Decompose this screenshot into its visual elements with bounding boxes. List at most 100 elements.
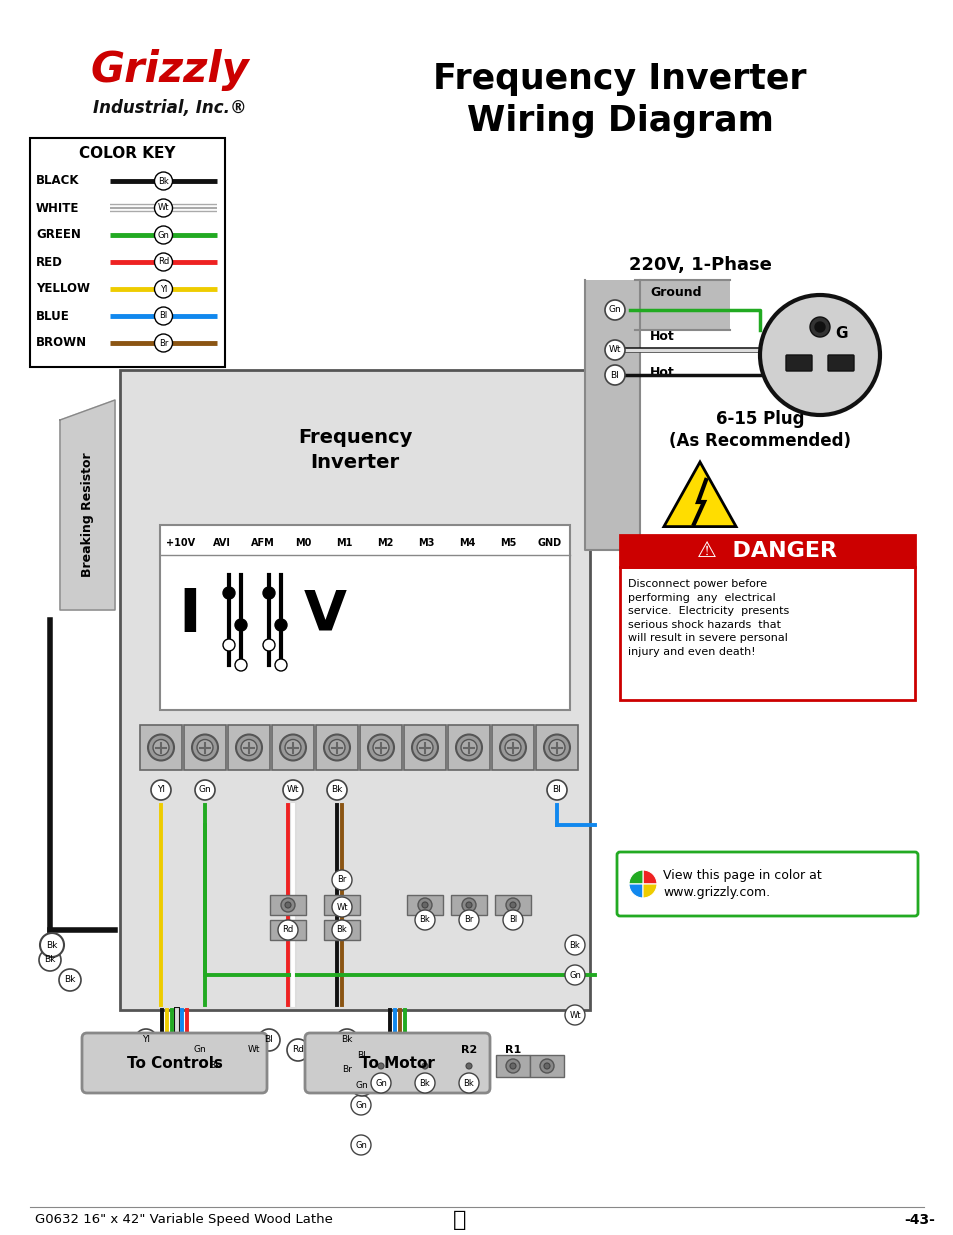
Circle shape [604, 300, 624, 320]
Circle shape [460, 740, 476, 756]
Circle shape [415, 1073, 435, 1093]
Circle shape [351, 1095, 371, 1115]
Circle shape [154, 226, 172, 245]
Text: G0632 16" x 42" Variable Speed Wood Lathe: G0632 16" x 42" Variable Speed Wood Lath… [35, 1214, 333, 1226]
Text: Disconnect power before
performing  any  electrical
service.  Electricity  prese: Disconnect power before performing any e… [627, 579, 788, 657]
Text: Gn: Gn [198, 785, 212, 794]
Text: Frequency Inverter
Wiring Diagram: Frequency Inverter Wiring Diagram [433, 62, 806, 138]
Text: Rd: Rd [282, 925, 294, 935]
Circle shape [415, 910, 435, 930]
Circle shape [564, 1005, 584, 1025]
FancyBboxPatch shape [785, 354, 811, 370]
Text: Bl: Bl [159, 311, 168, 321]
Circle shape [148, 735, 173, 761]
Circle shape [417, 1058, 432, 1073]
Circle shape [604, 366, 624, 385]
Wedge shape [642, 884, 657, 898]
Text: Bk: Bk [569, 941, 579, 950]
Circle shape [332, 869, 352, 890]
Text: Gn: Gn [355, 1140, 367, 1150]
FancyBboxPatch shape [617, 852, 917, 916]
Text: M3: M3 [417, 538, 435, 548]
Text: Rd: Rd [157, 258, 169, 267]
Circle shape [543, 735, 569, 761]
Text: Bl: Bl [610, 370, 618, 379]
Circle shape [465, 902, 472, 908]
Circle shape [194, 781, 214, 800]
Text: M5: M5 [499, 538, 517, 548]
Circle shape [416, 740, 433, 756]
Circle shape [502, 910, 522, 930]
Text: Br: Br [337, 876, 346, 884]
Circle shape [335, 1029, 357, 1051]
Text: Bl: Bl [357, 1051, 366, 1060]
Circle shape [329, 740, 345, 756]
Circle shape [277, 920, 297, 940]
Circle shape [274, 659, 287, 671]
Circle shape [421, 902, 428, 908]
Text: -43-: -43- [903, 1213, 935, 1228]
Circle shape [499, 735, 525, 761]
Text: Wt: Wt [287, 785, 299, 794]
FancyBboxPatch shape [495, 895, 531, 915]
Circle shape [368, 735, 394, 761]
Circle shape [235, 735, 262, 761]
FancyBboxPatch shape [448, 725, 490, 769]
Wedge shape [628, 869, 642, 884]
Text: Ground: Ground [649, 285, 700, 299]
Circle shape [374, 1058, 388, 1073]
Text: To Controls: To Controls [127, 1056, 222, 1071]
Circle shape [39, 948, 61, 971]
Circle shape [59, 969, 81, 990]
Circle shape [234, 659, 247, 671]
Text: R1: R1 [504, 1045, 520, 1055]
FancyBboxPatch shape [408, 1055, 441, 1077]
Text: Hot: Hot [649, 367, 674, 379]
FancyBboxPatch shape [403, 725, 446, 769]
Text: 🐻: 🐻 [453, 1210, 466, 1230]
Text: GND: GND [537, 538, 561, 548]
FancyBboxPatch shape [228, 725, 270, 769]
Circle shape [351, 1074, 373, 1095]
Circle shape [263, 587, 274, 599]
FancyBboxPatch shape [324, 920, 359, 940]
Text: M1: M1 [336, 538, 353, 548]
Text: Wt: Wt [569, 1010, 580, 1020]
Text: BLACK: BLACK [36, 174, 79, 188]
FancyBboxPatch shape [619, 567, 914, 700]
FancyBboxPatch shape [452, 1055, 485, 1077]
Circle shape [151, 781, 171, 800]
FancyBboxPatch shape [635, 280, 729, 330]
Circle shape [280, 735, 306, 761]
Circle shape [461, 1058, 476, 1073]
FancyBboxPatch shape [364, 1055, 397, 1077]
Text: View this page in color at
www.grizzly.com.: View this page in color at www.grizzly.c… [662, 869, 821, 899]
FancyBboxPatch shape [160, 525, 569, 710]
FancyBboxPatch shape [827, 354, 853, 370]
FancyBboxPatch shape [305, 1032, 490, 1093]
Circle shape [196, 740, 213, 756]
Text: Breaking Resistor: Breaking Resistor [81, 453, 94, 577]
Circle shape [274, 619, 287, 631]
Circle shape [154, 333, 172, 352]
Circle shape [285, 740, 301, 756]
Circle shape [504, 740, 520, 756]
Circle shape [241, 740, 256, 756]
Text: Bk: Bk [44, 956, 55, 965]
Text: Gn: Gn [355, 1100, 367, 1109]
Text: Industrial, Inc.®: Industrial, Inc.® [93, 99, 247, 117]
Text: BROWN: BROWN [36, 336, 87, 350]
Circle shape [154, 253, 172, 270]
Text: Gn: Gn [569, 971, 580, 979]
Circle shape [377, 1063, 384, 1070]
Text: Wt: Wt [157, 204, 169, 212]
Circle shape [223, 587, 234, 599]
Polygon shape [663, 462, 736, 526]
Text: M2: M2 [377, 538, 394, 548]
Text: Bl: Bl [552, 785, 560, 794]
Text: Hot: Hot [649, 331, 674, 343]
FancyBboxPatch shape [272, 725, 314, 769]
FancyBboxPatch shape [496, 1055, 530, 1077]
Wedge shape [642, 869, 657, 884]
Circle shape [287, 1039, 309, 1061]
